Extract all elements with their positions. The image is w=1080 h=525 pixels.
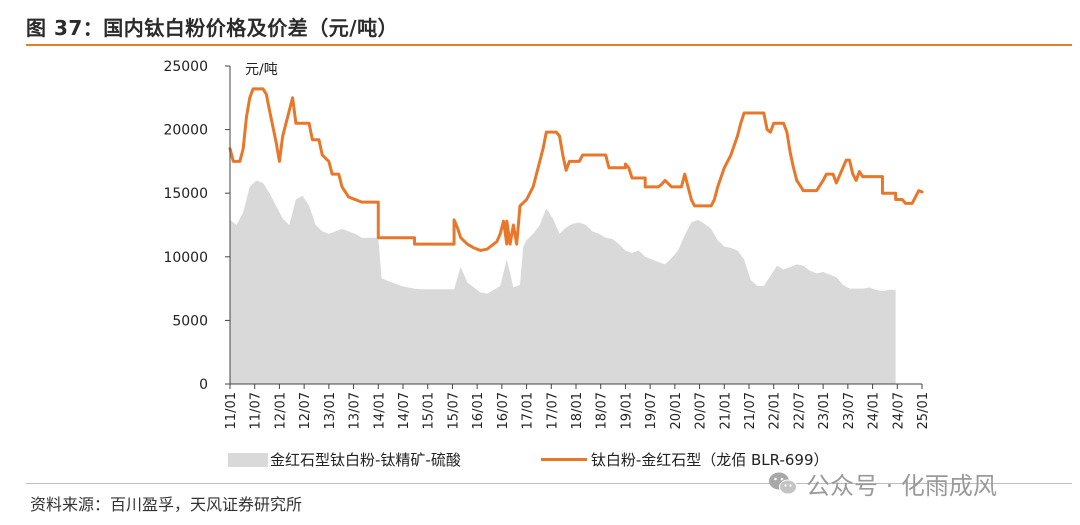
- watermark: 公众号 · 化雨成风: [768, 466, 997, 501]
- x-tick-label: 23/07: [842, 392, 857, 429]
- area-series-layer: [230, 180, 896, 384]
- title-divider: [26, 44, 1072, 46]
- x-tick-label: 20/07: [694, 392, 709, 429]
- x-tick-label: 16/07: [496, 392, 511, 429]
- y-tick-label: 5000: [172, 313, 208, 329]
- x-tick-label: 13/07: [348, 392, 363, 429]
- y-tick-label: 0: [199, 377, 208, 393]
- x-tick-label: 25/01: [916, 392, 931, 429]
- footer-divider: [26, 483, 1072, 484]
- x-tick-label: 15/07: [446, 392, 461, 429]
- x-tick-label: 19/01: [619, 392, 634, 429]
- x-tick-label: 17/01: [521, 392, 536, 429]
- legend-item-area: 金红石型钛白粉-钛精矿-硫酸: [228, 449, 461, 470]
- area-series-spread: [230, 180, 896, 384]
- x-tick-label: 22/07: [792, 392, 807, 429]
- x-tick-label: 17/07: [545, 392, 560, 429]
- line-series-price: [228, 87, 924, 252]
- line-series-layer: [228, 87, 924, 252]
- x-tick-label: 24/07: [891, 392, 906, 429]
- chart-legend: 金红石型钛白粉-钛精矿-硫酸 钛白粉-金红石型（龙佰 BLR-699）: [228, 449, 909, 470]
- legend-item-line: 钛白粉-金红石型（龙佰 BLR-699）: [540, 449, 829, 470]
- x-tick-label: 24/01: [867, 392, 882, 429]
- x-tick-label: 11/01: [224, 392, 239, 429]
- x-tick-label: 14/07: [397, 392, 412, 429]
- axes: 0 5000 10000 15000 20000 25000 11/01 11/07 12/01…: [163, 59, 931, 429]
- x-tick-label: 15/01: [422, 392, 437, 429]
- legend-swatch-line: [540, 458, 587, 461]
- price-spread-chart: 0 5000 10000 15000 20000 25000 11/01 11/07 12/01…: [163, 59, 931, 429]
- x-tick-label: 18/07: [595, 392, 610, 429]
- watermark-text: 公众号 · 化雨成风: [806, 472, 997, 500]
- x-tick-label: 21/07: [743, 392, 758, 429]
- y-axis-unit-label: 元/吨: [245, 62, 278, 78]
- x-tick-label: 12/07: [298, 392, 313, 429]
- legend-label-line: 钛白粉-金红石型（龙佰 BLR-699）: [590, 451, 829, 469]
- x-tick-label: 19/07: [644, 392, 659, 429]
- chart-title: 图 37：国内钛白粉价格及价差（元/吨）: [26, 16, 399, 40]
- x-tick-label: 23/01: [817, 392, 832, 429]
- x-tick-label: 14/01: [372, 392, 387, 429]
- x-tick-label: 13/01: [323, 392, 338, 429]
- x-tick-label: 21/01: [718, 392, 733, 429]
- legend-label-area: 金红石型钛白粉-钛精矿-硫酸: [270, 451, 461, 469]
- y-tick-label: 25000: [163, 59, 208, 75]
- x-tick-label: 20/01: [669, 392, 684, 429]
- x-tick-label: 22/01: [768, 392, 783, 429]
- x-tick-label: 12/01: [273, 392, 288, 429]
- x-tick-label: 11/07: [249, 392, 264, 429]
- x-tick-label: 18/01: [570, 392, 585, 429]
- y-tick-label: 15000: [163, 186, 208, 202]
- y-tick-label: 10000: [163, 250, 208, 266]
- x-tick-label: 16/01: [471, 392, 486, 429]
- legend-swatch-area: [228, 452, 268, 467]
- wechat-icon: [769, 472, 797, 494]
- source-note: 资料来源：百川盈孚，天风证券研究所: [30, 495, 303, 514]
- y-tick-label: 20000: [163, 123, 208, 139]
